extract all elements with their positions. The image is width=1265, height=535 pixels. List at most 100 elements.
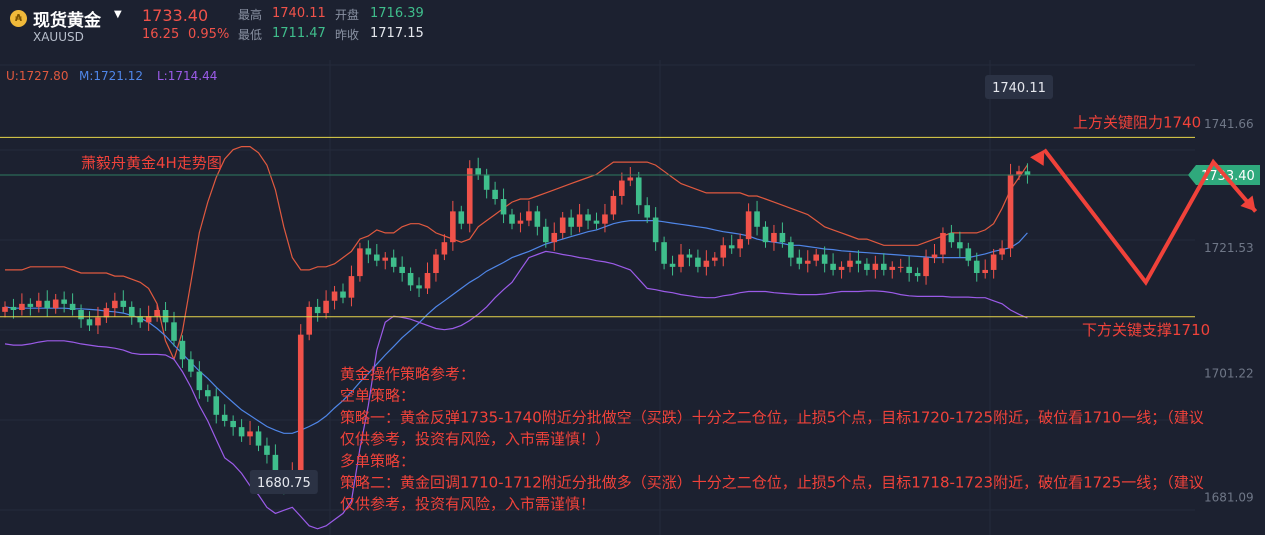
candle-body <box>500 199 507 215</box>
y-axis-tick-label: 1681.09 <box>1204 490 1254 504</box>
candle-body <box>517 220 524 224</box>
candle-body <box>931 254 938 258</box>
candle-body <box>145 316 152 323</box>
candle-body <box>407 273 414 286</box>
candle-body <box>441 242 448 255</box>
strategy-text-line: 策略二：黄金回调1710-1712附近分批做多（买涨）十分之二仓位，止损5个点，… <box>340 474 1204 492</box>
candle-body <box>509 214 515 224</box>
candle-body <box>754 211 760 227</box>
candle-body <box>652 217 659 243</box>
price-change: 16.25 <box>142 27 180 42</box>
low-label: 最低 <box>238 28 263 42</box>
candle-body <box>695 257 701 267</box>
bollinger-upper-value: U:1727.80 <box>6 69 69 83</box>
candle-body <box>585 214 591 221</box>
candle-body <box>526 211 532 221</box>
price-change-percent: 0.95% <box>188 27 230 42</box>
candle-body <box>813 254 819 261</box>
candle-body <box>762 226 769 243</box>
extreme-price-label: 1680.75 <box>257 476 311 491</box>
candle-body <box>728 245 735 249</box>
y-axis-tick-label: 1741.66 <box>1204 117 1254 131</box>
candle-body <box>914 273 921 277</box>
resistance-label: 上方关键阻力1740 <box>1073 113 1201 131</box>
candle-body <box>965 248 972 261</box>
candle-body <box>390 257 397 267</box>
candle-body <box>95 317 101 326</box>
gold-coin-icon: ₳ <box>10 10 27 27</box>
candle-body <box>272 454 279 480</box>
candle-body <box>889 266 896 270</box>
candle-body <box>466 168 473 224</box>
chevron-down-icon[interactable]: ▼ <box>114 9 122 20</box>
projection-arrowhead <box>1030 149 1045 166</box>
candle-body <box>120 300 127 307</box>
candle-body <box>957 242 963 249</box>
candle-body <box>661 242 667 264</box>
candle-body <box>796 257 803 264</box>
candle-body <box>923 257 929 277</box>
extreme-price-label: 1740.11 <box>992 81 1046 96</box>
candle-body <box>551 232 558 243</box>
candle-body <box>982 269 988 274</box>
candle-body <box>213 396 220 415</box>
candle-body <box>483 174 490 190</box>
candle-body <box>171 322 177 341</box>
candle-body <box>669 263 676 267</box>
candle-body <box>720 245 727 258</box>
high-label: 最高 <box>238 8 263 22</box>
candle-body <box>44 300 51 309</box>
candle-body <box>196 371 203 391</box>
candle-body <box>188 359 194 372</box>
candle-body <box>416 285 422 289</box>
candle-body <box>627 177 634 181</box>
strategy-text-line: 仅供参考，投资有风险，入市需谨慎！ <box>340 495 595 513</box>
bollinger-upper-line <box>5 146 1028 361</box>
candle-body <box>323 300 329 314</box>
candle-body <box>745 211 752 240</box>
candle-body <box>678 254 684 267</box>
y-axis-tick-label: 1701.22 <box>1204 366 1254 380</box>
candle-body <box>593 220 600 224</box>
candle-body <box>128 306 135 317</box>
candle-body <box>847 260 853 267</box>
candle-body <box>1016 171 1022 175</box>
candle-body <box>382 257 389 261</box>
candle-body <box>450 211 456 243</box>
candle-body <box>340 291 346 298</box>
candle-body <box>492 189 498 200</box>
candle-body <box>610 195 617 215</box>
low-value: 1711.47 <box>272 26 326 41</box>
candle-body <box>534 211 541 227</box>
candle-body <box>36 300 42 307</box>
candle-body <box>238 427 245 437</box>
extreme-price-bubble <box>249 470 318 494</box>
candle-body <box>86 319 93 326</box>
candle-body <box>855 260 862 264</box>
instrument-title[interactable]: 现货黄金 <box>33 11 101 31</box>
projection-arrowhead <box>1240 195 1256 212</box>
candle-body <box>69 303 76 310</box>
bollinger-middle-value: M:1721.12 <box>79 69 144 83</box>
extreme-price-bubble <box>985 75 1053 99</box>
strategy-text-line: 仅供参考，投资有风险，入市需谨慎！） <box>340 430 610 448</box>
candle-body <box>821 254 828 264</box>
candle-body <box>872 263 879 270</box>
candle-body <box>559 217 566 233</box>
candle-body <box>475 168 481 175</box>
candle-body <box>264 445 270 455</box>
strategy-text-line: 黄金操作策略参考： <box>340 365 475 383</box>
candle-body <box>19 303 25 310</box>
candle-body <box>712 257 718 261</box>
candle-body <box>27 303 34 307</box>
candle-body <box>162 310 169 323</box>
candle-body <box>1007 174 1014 249</box>
support-label: 下方关键支撑1710 <box>1082 321 1210 339</box>
candle-body <box>230 420 236 428</box>
candle-body <box>374 254 380 261</box>
candle-body <box>602 214 608 224</box>
candle-body <box>864 263 870 270</box>
bollinger-middle-line <box>4 220 1028 434</box>
candle-body <box>703 260 710 267</box>
